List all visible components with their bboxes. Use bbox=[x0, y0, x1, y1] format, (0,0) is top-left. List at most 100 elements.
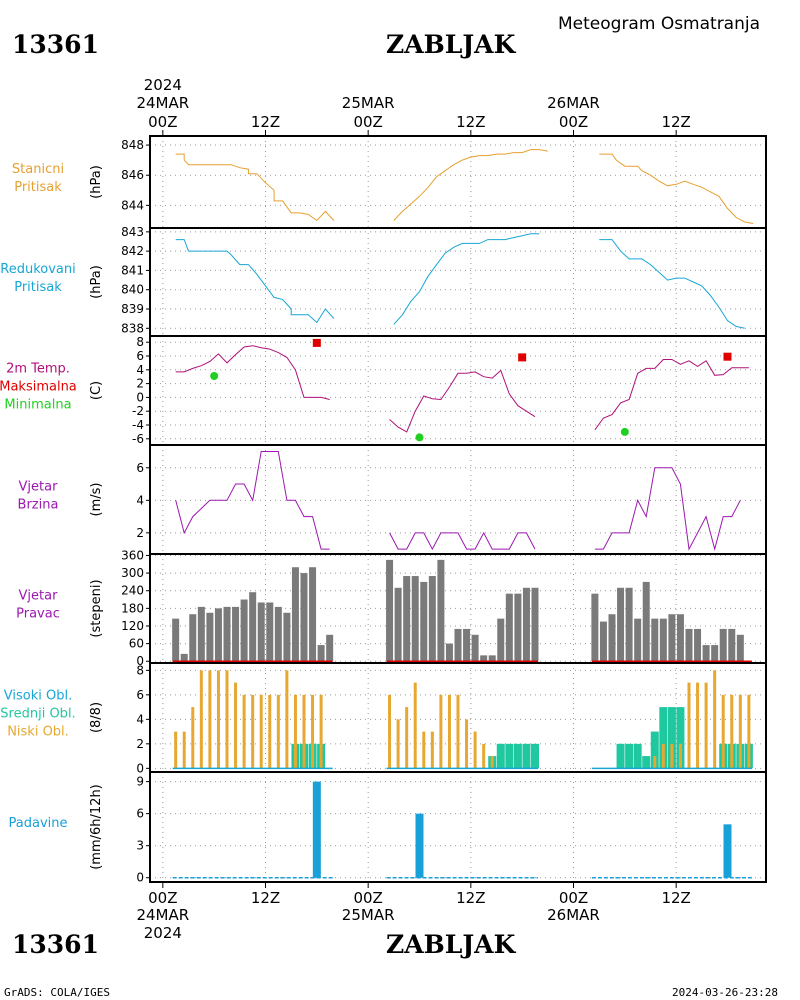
panel-label: Srednji Obl. bbox=[0, 707, 75, 722]
panel-label: Redukovani bbox=[0, 262, 75, 277]
max-temp-marker bbox=[723, 352, 732, 361]
y-tick-label: 3 bbox=[136, 839, 144, 853]
mid-cloud-bar bbox=[625, 743, 634, 769]
low-cloud-bar bbox=[251, 694, 255, 769]
precip-bar bbox=[415, 813, 424, 878]
y-tick-label: 60 bbox=[129, 637, 144, 651]
low-cloud-bar bbox=[704, 682, 708, 769]
low-cloud-bar bbox=[482, 743, 486, 769]
wind-direction-bar bbox=[394, 587, 402, 662]
y-tick-label: 843 bbox=[121, 225, 144, 239]
wind-direction-bar bbox=[317, 645, 325, 662]
y-tick-label: 8 bbox=[136, 335, 144, 349]
hour-label-bottom: 00Z bbox=[559, 889, 588, 907]
low-cloud-bar bbox=[430, 731, 434, 769]
wind-direction-bar bbox=[386, 559, 394, 662]
panel-frame bbox=[149, 444, 767, 555]
y-tick-label: 180 bbox=[121, 601, 144, 615]
mid-cloud-bar bbox=[496, 743, 505, 769]
y-tick-label: 0 bbox=[136, 390, 144, 404]
wind-direction-bar bbox=[266, 602, 274, 662]
year-label-bottom: 2024 bbox=[144, 924, 182, 942]
station-id-top: 13361 bbox=[12, 30, 99, 59]
low-cloud-bar bbox=[721, 694, 725, 769]
wind-direction-bar bbox=[172, 618, 180, 662]
max-temp-marker bbox=[312, 338, 321, 347]
mid-cloud-bar bbox=[667, 707, 676, 769]
wind-direction-bar bbox=[471, 634, 479, 662]
hour-label-top: 12Z bbox=[251, 113, 280, 131]
date-label-bottom: 25MAR bbox=[342, 906, 395, 924]
y-tick-label: 848 bbox=[121, 138, 144, 152]
series-line bbox=[594, 359, 749, 431]
hour-label-top: 12Z bbox=[661, 113, 690, 131]
hour-label-bottom: 12Z bbox=[661, 889, 690, 907]
wind-direction-bar bbox=[232, 606, 240, 662]
panel-label: Pravac bbox=[16, 607, 60, 622]
wind-direction-bar bbox=[223, 606, 231, 662]
wind-direction-bar bbox=[659, 618, 667, 662]
wind-direction-bar bbox=[531, 587, 539, 662]
low-cloud-bar bbox=[208, 670, 212, 769]
mid-cloud-bar bbox=[650, 731, 659, 769]
wind-direction-bar bbox=[694, 628, 702, 662]
panel-label: Maksimalna bbox=[0, 380, 77, 395]
low-cloud-bar bbox=[216, 670, 220, 769]
y-tick-label: 840 bbox=[121, 283, 144, 297]
low-cloud-bar bbox=[465, 719, 469, 769]
y-tick-label: 0 bbox=[136, 654, 144, 668]
wind-direction-bar bbox=[599, 621, 607, 662]
y-tick-label: 841 bbox=[121, 263, 144, 277]
series-line bbox=[175, 239, 335, 324]
wind-direction-bar bbox=[711, 645, 719, 662]
low-cloud-bar bbox=[439, 694, 443, 769]
panel-label: Stanicni bbox=[12, 162, 64, 177]
wind-direction-bar bbox=[668, 614, 676, 662]
mid-cloud-bar bbox=[505, 743, 514, 769]
y-tick-label: 360 bbox=[121, 548, 144, 562]
hour-label-top: 12Z bbox=[456, 113, 485, 131]
wind-direction-bar bbox=[463, 628, 471, 662]
panel-frame bbox=[149, 771, 767, 883]
low-cloud-bar bbox=[422, 731, 426, 769]
y-tick-label: 9 bbox=[136, 775, 144, 789]
wind-direction-bar bbox=[651, 618, 659, 662]
date-label-top: 26MAR bbox=[547, 94, 600, 112]
y-tick-label: 4 bbox=[136, 363, 144, 377]
y-axis-unit: (stepeni) bbox=[89, 579, 104, 637]
wind-direction-bar bbox=[437, 559, 445, 662]
y-axis-unit: (m/s) bbox=[89, 483, 104, 517]
y-tick-label: 4 bbox=[136, 493, 144, 507]
wind-direction-bar bbox=[274, 606, 282, 662]
wind-direction-bar bbox=[454, 628, 462, 662]
date-label-bottom: 26MAR bbox=[547, 906, 600, 924]
mid-cloud-bar bbox=[633, 743, 642, 769]
wind-direction-bar bbox=[249, 592, 257, 662]
precip-bar bbox=[723, 824, 732, 878]
panel-label: Visoki Obl. bbox=[4, 689, 72, 704]
panel-frame bbox=[149, 135, 767, 229]
wind-direction-bar bbox=[291, 567, 299, 662]
wind-direction-bar bbox=[445, 643, 453, 662]
low-cloud-bar bbox=[747, 694, 751, 769]
mid-cloud-bar bbox=[513, 743, 522, 769]
min-temp-marker bbox=[415, 433, 424, 442]
wind-direction-bar bbox=[428, 576, 436, 662]
mid-cloud-bar bbox=[616, 743, 625, 769]
low-cloud-bar bbox=[259, 694, 263, 769]
hour-label-bottom: 12Z bbox=[456, 889, 485, 907]
mid-cloud-bar bbox=[531, 743, 539, 769]
y-axis-unit: (C) bbox=[89, 381, 104, 400]
year-label-top: 2024 bbox=[144, 76, 182, 94]
y-tick-label: 120 bbox=[121, 619, 144, 633]
wind-direction-bar bbox=[480, 655, 488, 662]
y-tick-label: 6 bbox=[136, 349, 144, 363]
y-axis-unit: (8/8) bbox=[89, 702, 104, 733]
panel-label: Brzina bbox=[18, 498, 59, 513]
series-line bbox=[175, 345, 330, 400]
max-temp-marker bbox=[518, 353, 527, 362]
hour-label-top: 00Z bbox=[559, 113, 588, 131]
y-tick-label: -2 bbox=[132, 404, 144, 418]
y-tick-label: 2 bbox=[136, 377, 144, 391]
y-tick-label: 839 bbox=[121, 302, 144, 316]
